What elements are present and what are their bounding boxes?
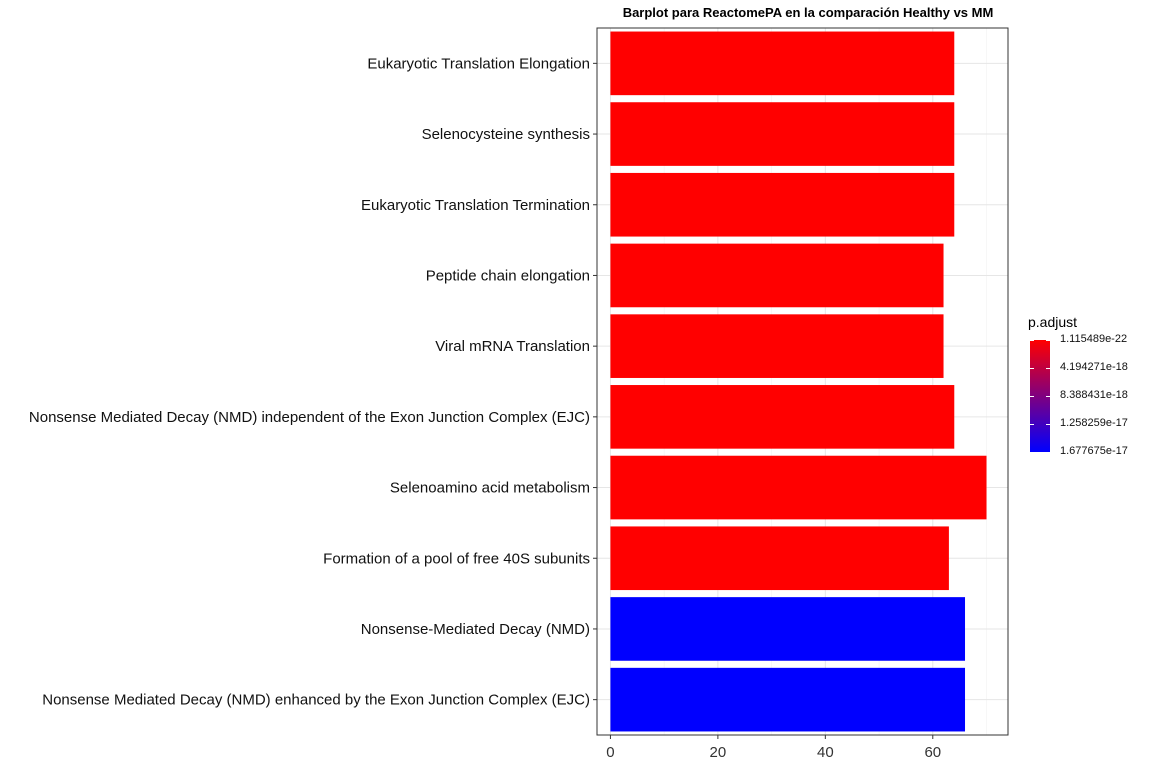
bar	[610, 172, 955, 237]
legend-label: 1.677675e-17	[1060, 445, 1128, 457]
legend-label: 1.115489e-22	[1060, 333, 1128, 345]
legend-tick	[1046, 367, 1050, 369]
category-label: Nonsense Mediated Decay (NMD) enhanced b…	[42, 692, 590, 709]
bar	[610, 667, 966, 732]
legend-tick	[1030, 367, 1034, 369]
legend-tick	[1030, 424, 1034, 425]
legend-body: 1.115489e-22 4.194271e-18 8.388431e-18 1.25…	[1028, 333, 1128, 457]
category-label: Nonsense Mediated Decay (NMD) independen…	[29, 409, 590, 426]
legend-tick	[1030, 396, 1034, 397]
category-label: Eukaryotic Translation Termination	[361, 197, 590, 214]
legend: p.adjust 1.115489e-22 4.194271e-18 8.38843…	[1028, 314, 1128, 457]
category-label: Viral mRNA Translation	[435, 338, 590, 355]
legend-tick	[1030, 452, 1034, 453]
chart-title: Barplot para ReactomePA en la comparació…	[622, 5, 994, 20]
bar	[610, 31, 955, 96]
legend-tick	[1046, 396, 1050, 397]
bar	[610, 314, 944, 378]
legend-color-bar	[1030, 340, 1050, 452]
legend-label: 1.258259e-17	[1060, 417, 1128, 429]
legend-title: p.adjust	[1028, 314, 1078, 330]
bar	[610, 102, 955, 166]
bar	[610, 526, 949, 591]
legend-tick	[1046, 424, 1050, 425]
bar	[610, 243, 944, 308]
category-label: Selenocysteine synthesis	[422, 126, 590, 143]
bar	[610, 597, 966, 661]
x-tick-label: 20	[710, 744, 727, 761]
x-tick-label: 0	[606, 744, 614, 761]
x-tick-label: 40	[817, 744, 834, 761]
category-label: Selenoamino acid metabolism	[390, 480, 590, 497]
legend-label: 8.388431e-18	[1060, 389, 1128, 401]
legend-tick	[1030, 340, 1034, 341]
plot-border	[596, 27, 1009, 736]
bar	[610, 385, 955, 449]
x-tick-label: 60	[924, 744, 941, 761]
category-label: Peptide chain elongation	[426, 267, 590, 284]
category-label: Formation of a pool of free 40S subunits	[323, 550, 590, 567]
bar	[610, 455, 987, 520]
legend-label: 4.194271e-18	[1060, 360, 1128, 373]
legend-tick	[1046, 340, 1050, 341]
legend-tick	[1046, 452, 1050, 453]
category-label: Eukaryotic Translation Elongation	[367, 55, 590, 72]
category-label: Nonsense-Mediated Decay (NMD)	[361, 621, 590, 638]
